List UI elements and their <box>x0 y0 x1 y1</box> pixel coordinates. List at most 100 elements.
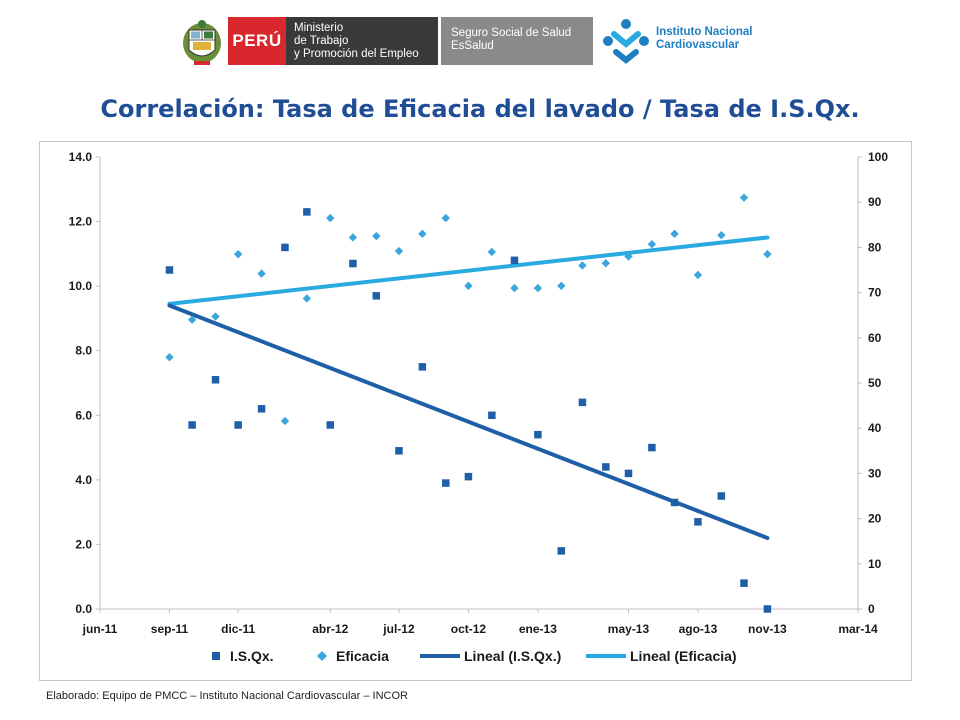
left-tick-label: 0.0 <box>75 602 92 616</box>
left-tick-label: 10.0 <box>69 279 93 293</box>
legend-isqx-label: I.S.Qx. <box>230 648 274 664</box>
isqx-point <box>165 266 174 274</box>
x-tick-label: nov-13 <box>748 622 787 636</box>
eficacia-point <box>693 270 703 280</box>
x-tick-label: may-13 <box>608 622 650 636</box>
eficacia-point <box>717 230 726 240</box>
right-tick-label: 30 <box>868 466 882 480</box>
isqx-point <box>349 259 357 268</box>
isqx-point <box>211 376 220 384</box>
eficacia-point <box>280 416 290 426</box>
x-tick-label: jun-11 <box>82 622 118 636</box>
isqx-point <box>395 447 403 455</box>
isqx-point <box>694 518 702 526</box>
x-tick-label: sep-11 <box>151 622 189 636</box>
eficacia-point <box>441 213 450 223</box>
isqx-point <box>602 463 610 471</box>
peru-label: PERÚ <box>228 17 286 65</box>
x-tick-label: jul-12 <box>382 622 415 636</box>
left-tick-label: 14.0 <box>69 150 93 164</box>
header-logos: PERÚ Ministerio de Trabajo y Promoción d… <box>0 0 960 86</box>
eficacia-point <box>233 249 243 259</box>
x-tick-label: dic-11 <box>221 622 255 636</box>
eficacia-point <box>418 229 427 239</box>
eficacia-point <box>533 283 543 293</box>
eficacia-point <box>372 231 381 241</box>
x-tick-label: ago-13 <box>679 622 718 636</box>
eficacia-point <box>557 281 566 291</box>
coat-of-arms-icon <box>180 16 224 66</box>
ministerio-line-2: de Trabajo <box>294 35 349 47</box>
isqx-point <box>442 479 450 487</box>
isqx-point <box>717 492 726 500</box>
isqx-point <box>578 398 587 407</box>
right-tick-label: 40 <box>868 421 882 435</box>
isqx-point <box>670 498 679 507</box>
isqx-point <box>303 208 311 216</box>
eficacia-point <box>487 247 497 257</box>
ministerio-line-3: y Promoción del Empleo <box>294 48 419 60</box>
isqx-point <box>557 547 566 555</box>
eficacia-point <box>601 259 611 268</box>
eficacia-point <box>211 312 220 321</box>
eficacia-point <box>510 283 519 293</box>
right-tick-label: 50 <box>868 376 882 390</box>
isqx-point <box>257 405 266 413</box>
eficacia-point <box>165 353 174 362</box>
essalud-label: Seguro Social de Salud EsSalud <box>441 17 593 65</box>
ministerio-line-1: Ministerio <box>294 22 344 34</box>
trend-line-eficacia <box>167 235 770 306</box>
right-tick-label: 90 <box>868 195 882 209</box>
isqx-point <box>326 421 335 429</box>
correlation-chart: 0.0 2.0 4.0 6.0 8.0 10.0 12.0 14.0 0 10 20 30 40 50 60… <box>69 150 889 664</box>
right-tick-label: 10 <box>868 557 882 571</box>
legend-eficacia-label: Eficacia <box>336 648 389 664</box>
incor-logo-icon <box>600 16 652 66</box>
eficacia-point <box>348 233 358 242</box>
isqx-point <box>763 605 772 613</box>
isqx-point <box>418 363 427 371</box>
eficacia-point <box>464 281 473 291</box>
isqx-point <box>624 469 633 478</box>
eficacia-point <box>578 261 587 270</box>
isqx-point <box>372 292 381 300</box>
incor-line-2: Cardiovascular <box>656 39 740 51</box>
isqx-point <box>464 472 473 481</box>
isqx-point <box>488 411 496 420</box>
isqx-point <box>534 430 542 439</box>
isqx-point <box>188 421 196 429</box>
eficacia-point <box>302 294 312 303</box>
right-tick-label: 0 <box>868 602 875 616</box>
right-tick-label: 100 <box>868 150 888 164</box>
left-tick-label: 6.0 <box>75 408 92 422</box>
eficacia-point <box>624 252 633 261</box>
eficacia-point <box>670 229 679 239</box>
x-tick-label: abr-12 <box>312 622 348 636</box>
x-tick-label: ene-13 <box>519 622 557 636</box>
footer-credit: Elaborado: Equipo de PMCC – Instituto Na… <box>46 690 408 702</box>
eficacia-point <box>394 246 404 256</box>
page-title: Correlación: Tasa de Eficacia del lavado… <box>100 95 860 123</box>
legend-eficacia-marker <box>317 651 327 661</box>
essalud-line-2: EsSalud <box>451 40 494 52</box>
x-tick-label: oct-12 <box>451 622 487 636</box>
incor-line-1: Instituto Nacional <box>656 26 753 38</box>
trend-line-isqx <box>167 303 770 540</box>
essalud-line-1: Seguro Social de Salud <box>451 27 572 39</box>
right-tick-label: 60 <box>868 331 882 345</box>
isqx-point <box>740 579 748 587</box>
ministerio-label: Ministerio de Trabajo y Promoción del Em… <box>286 17 438 65</box>
legend-trend-eficacia-label: Lineal (Eficacia) <box>630 648 737 664</box>
isqx-point <box>234 421 242 429</box>
right-tick-label: 20 <box>868 512 882 526</box>
chart-frame: 0.0 2.0 4.0 6.0 8.0 10.0 12.0 14.0 0 10 20 30 40 50 60… <box>39 141 912 681</box>
left-tick-label: 12.0 <box>69 215 93 229</box>
x-tick-label: mar-14 <box>838 622 878 636</box>
eficacia-point <box>326 213 335 223</box>
isqx-point <box>281 243 289 252</box>
right-tick-label: 80 <box>868 240 882 254</box>
left-tick-label: 8.0 <box>75 344 92 358</box>
isqx-point <box>510 256 519 265</box>
legend-trend-isqx-label: Lineal (I.S.Qx.) <box>464 648 561 664</box>
isqx-point <box>648 443 656 452</box>
